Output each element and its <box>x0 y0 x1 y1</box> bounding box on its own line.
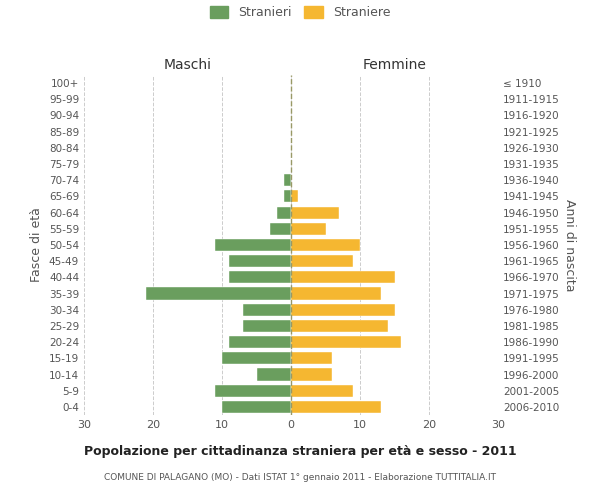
Bar <box>291 272 395 283</box>
Text: Popolazione per cittadinanza straniera per età e sesso - 2011: Popolazione per cittadinanza straniera p… <box>83 445 517 458</box>
Bar <box>229 336 291 348</box>
Bar <box>229 272 291 283</box>
Bar <box>215 384 291 397</box>
Bar <box>229 255 291 268</box>
Bar <box>291 384 353 397</box>
Bar <box>257 368 291 380</box>
Bar <box>284 174 291 186</box>
Bar <box>291 288 381 300</box>
Text: Femmine: Femmine <box>362 58 427 72</box>
Text: COMUNE DI PALAGANO (MO) - Dati ISTAT 1° gennaio 2011 - Elaborazione TUTTITALIA.I: COMUNE DI PALAGANO (MO) - Dati ISTAT 1° … <box>104 472 496 482</box>
Bar <box>291 336 401 348</box>
Bar <box>291 352 332 364</box>
Bar <box>291 239 360 251</box>
Bar <box>215 239 291 251</box>
Bar <box>291 206 340 218</box>
Bar <box>291 222 325 235</box>
Bar <box>291 304 395 316</box>
Bar <box>291 190 298 202</box>
Bar <box>222 352 291 364</box>
Text: Maschi: Maschi <box>163 58 212 72</box>
Legend: Stranieri, Straniere: Stranieri, Straniere <box>209 6 391 19</box>
Bar <box>291 255 353 268</box>
Bar <box>271 222 291 235</box>
Bar <box>146 288 291 300</box>
Bar <box>284 190 291 202</box>
Bar <box>242 320 291 332</box>
Y-axis label: Anni di nascita: Anni di nascita <box>563 198 576 291</box>
Bar <box>291 368 332 380</box>
Bar <box>277 206 291 218</box>
Bar <box>291 401 381 413</box>
Bar <box>291 320 388 332</box>
Bar <box>242 304 291 316</box>
Y-axis label: Fasce di età: Fasce di età <box>31 208 43 282</box>
Bar <box>222 401 291 413</box>
